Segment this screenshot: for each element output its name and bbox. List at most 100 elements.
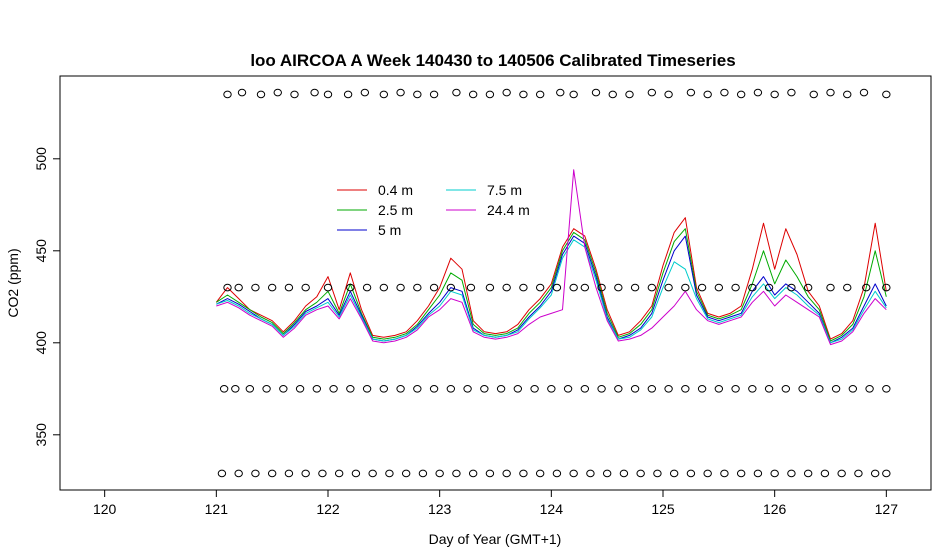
calibration-point	[815, 385, 824, 393]
calibration-point	[284, 469, 294, 478]
legend-label: 5 m	[378, 222, 401, 238]
calibration-point	[231, 385, 240, 393]
calibration-point	[653, 469, 662, 478]
calibration-point	[703, 469, 712, 478]
calibration-point	[591, 88, 601, 97]
calibration-point	[502, 469, 511, 478]
calibration-point	[569, 469, 578, 478]
calibration-point	[720, 88, 729, 97]
calibration-point	[703, 90, 712, 99]
calibration-point	[310, 88, 319, 97]
calibration-point	[245, 385, 255, 393]
calibration-point	[608, 90, 617, 99]
calibration-point	[290, 90, 299, 99]
calibration-point	[753, 88, 763, 97]
calibration-point	[748, 283, 757, 292]
plot-frame	[59, 75, 932, 491]
calibration-point	[753, 469, 763, 478]
x-tick-label: 125	[651, 501, 675, 517]
calibration-point	[429, 283, 439, 292]
calibration-point	[262, 385, 271, 393]
calibration-point	[787, 469, 796, 478]
calibration-point	[647, 88, 657, 97]
calibration-point	[223, 283, 232, 292]
x-tick-label: 123	[428, 501, 452, 517]
calibration-point	[379, 90, 389, 99]
calibration-point	[714, 283, 724, 292]
calibration-point	[535, 90, 545, 99]
series-layer	[215, 169, 887, 346]
calibration-point	[809, 90, 818, 99]
calibration-point	[429, 90, 439, 99]
calibration-point	[237, 88, 247, 97]
calibration-point	[820, 469, 830, 478]
calibration-point	[630, 385, 640, 393]
calibration-point	[764, 283, 774, 292]
calibration-point	[602, 469, 612, 478]
calibration-point	[826, 88, 835, 97]
calibration-point	[882, 90, 891, 99]
y-axis: 350 400 450 500	[33, 147, 60, 446]
calibration-point	[429, 385, 439, 393]
calibration-point	[251, 283, 260, 292]
calibration-point	[217, 469, 227, 478]
calibration-point	[452, 469, 461, 478]
calibration-point	[485, 469, 495, 478]
calibration-point	[647, 385, 657, 393]
calibration-point	[669, 469, 679, 478]
calibration-point	[862, 283, 871, 292]
calibration-point	[379, 283, 389, 292]
calibration-point	[480, 385, 489, 393]
calibration-point	[446, 283, 456, 292]
calibration-point	[413, 283, 422, 292]
calibration-point	[681, 385, 690, 393]
calibration-point	[664, 385, 673, 393]
calibration-point	[273, 88, 282, 97]
calibration-point	[586, 469, 595, 478]
calibration-point	[463, 385, 472, 393]
y-tick-label: 450	[33, 239, 49, 263]
calibration-point	[736, 90, 746, 99]
calibration-point	[452, 88, 461, 97]
calibration-point	[351, 469, 361, 478]
calibration-point	[720, 469, 729, 478]
legend-label: 0.4 m	[378, 182, 413, 198]
calibration-point	[770, 469, 779, 478]
x-tick-label: 120	[93, 501, 117, 517]
calibration-point	[284, 283, 294, 292]
calibration-point	[597, 385, 606, 393]
series-line-7-5-m	[216, 239, 887, 344]
calibration-point	[731, 385, 740, 393]
series-line-24-4-m	[216, 169, 887, 346]
x-tick-label: 124	[540, 501, 564, 517]
calibration-point	[535, 283, 545, 292]
calibration-point	[346, 283, 355, 292]
calibration-point	[664, 283, 673, 292]
calibration-point	[234, 469, 243, 478]
calibration-points-layer	[217, 88, 891, 478]
calibration-point	[614, 283, 623, 292]
calibration-point	[837, 469, 846, 478]
calibration-point	[334, 469, 344, 478]
calibration-point	[301, 469, 310, 478]
calibration-point	[251, 469, 260, 478]
calibration-point	[686, 469, 696, 478]
calibration-point	[614, 385, 623, 393]
calibration-point	[279, 385, 288, 393]
legend-label: 7.5 m	[487, 182, 522, 198]
calibration-point	[552, 283, 562, 292]
calibration-point	[647, 283, 657, 292]
calibration-point	[697, 283, 707, 292]
calibration-point	[234, 283, 243, 292]
calibration-point	[323, 283, 333, 292]
calibration-point	[413, 385, 422, 393]
calibration-point	[569, 283, 578, 292]
calibration-point	[418, 469, 428, 478]
calibration-point	[368, 469, 377, 478]
calibration-point	[636, 469, 645, 478]
calibration-point	[468, 90, 478, 99]
calibration-point	[502, 283, 511, 292]
calibration-point	[396, 88, 405, 97]
calibration-point	[323, 90, 333, 99]
calibration-point	[870, 469, 880, 478]
